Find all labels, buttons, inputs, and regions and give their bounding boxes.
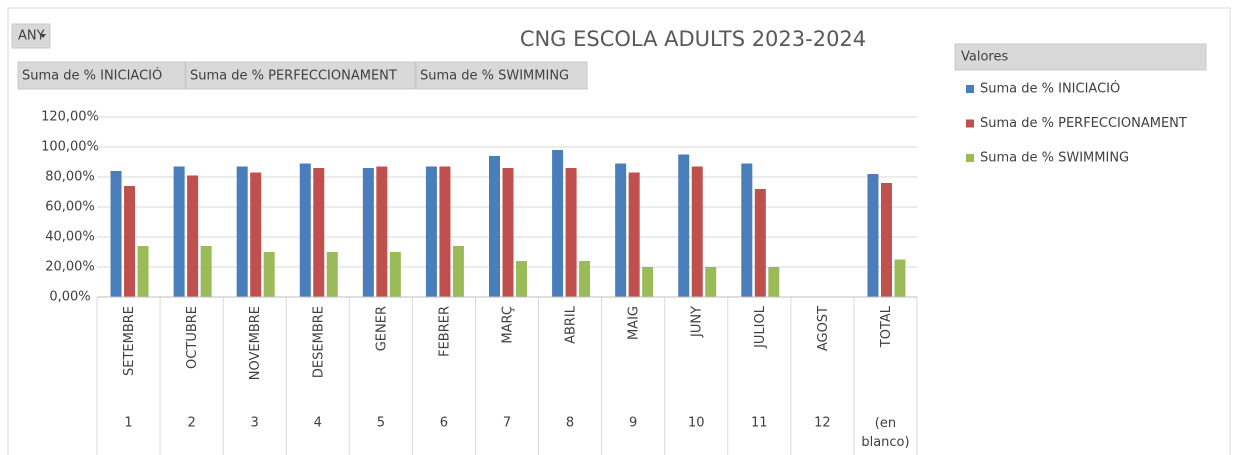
field-button-label[interactable]: Suma de % SWIMMING [420,69,569,84]
field-button[interactable] [415,61,588,90]
bar [439,166,451,297]
y-tick-label: 40,00% [45,230,95,245]
x-tick-label: ABRIL [564,305,579,344]
bar [894,259,906,297]
legend-swatch [966,85,974,93]
x-group-label: 3 [251,416,259,431]
legend-label: Suma de % PERFECCIONAMENT [980,116,1187,131]
bar [516,261,527,297]
bar [754,189,766,297]
x-group-label: 7 [503,416,511,431]
bar [565,168,577,297]
field-button[interactable] [17,61,186,90]
legend-swatch [966,154,974,162]
chart-title: CNG ESCOLA ADULTS 2023-2024 [520,27,866,51]
x-group-label: 9 [629,416,637,431]
legend-title-box [954,43,1207,71]
x-group-label: 5 [377,416,385,431]
bar [768,267,780,297]
bar [452,246,464,297]
bar [502,168,514,297]
filter-label[interactable]: ANY [18,29,45,44]
x-tick-label: SETEMBRE [122,306,137,376]
x-group-label: 12 [814,416,831,431]
bar [705,267,717,297]
x-tick-label: MARÇ [501,306,516,344]
x-tick-label: TOTAL [879,305,894,348]
bar [552,150,564,297]
y-tick-label: 0,00% [49,290,90,305]
x-tick-label: DESEMBRE [311,306,326,378]
bar [250,172,262,297]
x-group-label: 1 [124,416,132,431]
bar [389,252,401,297]
legend-swatch [966,119,974,128]
x-tick-label: OCTUBRE [185,306,200,369]
bar [326,252,338,297]
x-group-label: 8 [566,416,574,431]
legend-label: Suma de % SWIMMING [980,151,1129,166]
bar [579,261,591,297]
bar [741,163,753,297]
bar [691,166,703,297]
bar [313,168,325,297]
x-group-label: 11 [751,416,768,431]
x-group-label: 10 [688,416,705,431]
x-tick-label: MAIG [627,306,642,340]
bar [642,267,654,297]
x-tick-label: NOVEMBRE [248,306,263,380]
bar [628,172,640,297]
bar [200,246,212,297]
x-tick-label: JUNY [690,306,705,338]
x-group-label: 2 [187,416,195,431]
bar [124,186,136,297]
bar [880,183,892,297]
x-group-label: 6 [440,416,448,431]
field-button-label[interactable]: Suma de % PERFECCIONAMENT [190,69,397,84]
y-tick-label: 120,00% [41,110,99,125]
bar [489,156,500,297]
y-tick-label: 60,00% [45,200,95,215]
bar [137,246,149,297]
bar [263,252,275,297]
dropdown-arrow [40,34,46,38]
x-tick-label: GENER [374,306,389,351]
field-button-label[interactable]: Suma de % INICIACIÓ [22,68,162,84]
legend-title: Valores [961,50,1008,65]
y-tick-label: 100,00% [41,140,99,155]
bar [425,166,437,297]
bar [299,163,311,297]
bar [187,175,199,297]
bar [110,171,122,297]
y-tick-label: 20,00% [45,260,95,275]
y-tick-label: 80,00% [45,170,95,185]
bar [362,168,374,297]
bar [678,154,690,297]
legend-label: Suma de % INICIACIÓ [980,81,1120,97]
bar [236,166,248,297]
bar [867,174,879,297]
x-group-label: (en blanco) [861,416,909,450]
x-tick-label: JULIOL [753,305,768,349]
field-button[interactable] [185,61,416,90]
bar [173,166,185,297]
x-tick-label: FEBRER [437,306,452,357]
bar [376,166,388,297]
x-group-label: 4 [314,416,322,431]
x-tick-label: AGOST [816,306,831,351]
bar [615,163,627,297]
